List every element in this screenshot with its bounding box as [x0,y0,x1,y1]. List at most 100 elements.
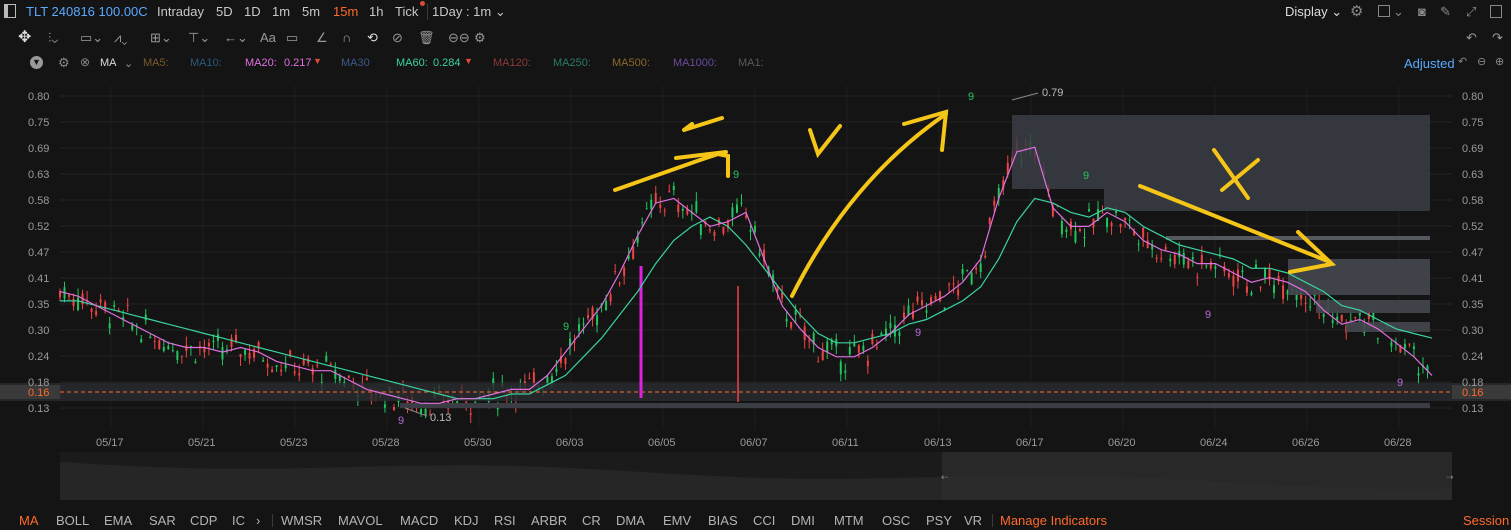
tab-boll[interactable]: BOLL [56,513,90,528]
ruler-icon[interactable]: ∠ [316,30,328,45]
ma20-down-arrow-icon: ▼ [313,56,322,66]
tab-tick[interactable]: Tick [395,4,419,19]
zoom-out-icon[interactable]: ⊖ [1477,56,1487,68]
indicator-settings-icon[interactable]: ⚙ [58,55,70,70]
pattern-tool-icon[interactable]: ⊞⌄ [150,30,172,45]
candle-body [244,349,247,355]
comment-icon[interactable]: ▭ [286,30,299,45]
x-tick: 05/17 [96,437,124,449]
display-button[interactable]: Display ⌄ [1285,4,1343,19]
rectangle-tool-icon[interactable]: ▭⌄ [80,30,104,45]
candle-body [740,202,743,204]
tab-1h[interactable]: 1h [369,4,384,19]
sidebar-toggle-icon[interactable] [4,4,16,18]
tab-emv[interactable]: EMV [663,513,692,528]
indicator-chevron-icon[interactable]: ⌄ [124,58,134,70]
text-tool-icon[interactable]: Aa [260,30,276,45]
fullscreen-icon[interactable]: ⤢ [1466,4,1477,19]
price-chart[interactable]: 0.16 0.16 0.79 0.13 9 9 9 9 9 9 9 9 0.80 0.80 0.75 0.7… [0,78,1511,510]
sync-icon[interactable]: ⟲ [367,30,378,45]
tab-arbr[interactable]: ARBR [531,513,568,528]
candle-body [271,369,274,373]
gear-icon[interactable]: ⚙ [1350,3,1364,20]
arrow-tool-icon[interactable]: ←⌄ [224,30,248,45]
ma500-label: MA500: [612,57,650,69]
tab-rsi[interactable]: RSI [494,513,516,528]
hide-icon[interactable]: ⊘ [392,30,403,45]
navigator[interactable]: ⇠ ⇢ [60,452,1454,500]
settings-icon[interactable]: ⚙ [474,30,486,45]
tab-5d[interactable]: 5D [216,4,233,19]
candle-body [1006,162,1009,175]
zone-box [1288,259,1430,295]
trend-tool-icon[interactable]: ⩘⌄ [114,30,128,45]
candle-body [1209,261,1212,269]
tab-dmi[interactable]: DMI [791,513,815,528]
ma20-value: 0.217 [284,57,312,69]
tab-wmsr[interactable]: WMSR [281,513,323,528]
tab-ema[interactable]: EMA [104,513,133,528]
zone-box [1316,300,1430,313]
candle-body [925,310,928,313]
fib-tool-icon[interactable]: ⊤⌄ [188,30,211,45]
collapse-icon[interactable]: ▼ [30,56,43,69]
tab-ma[interactable]: MA [19,513,39,528]
candle-body [248,352,251,359]
candle-body [866,360,869,367]
candle-body [1372,312,1375,320]
reset-icon[interactable]: ↶ [1458,56,1468,68]
tab-intraday[interactable]: Intraday [157,4,204,19]
indicator-close-icon[interactable]: ⊗ [80,55,91,69]
zoom-in-icon[interactable]: ⊕ [1495,56,1505,68]
tab-sar[interactable]: SAR [149,513,176,528]
ma5-label: MA5: [143,57,169,69]
checkbox-icon[interactable] [1378,5,1390,17]
tab-osc[interactable]: OSC [882,513,911,528]
tab-vr[interactable]: VR [964,513,983,528]
candle-body [429,414,432,416]
move-icon[interactable]: ✥ [18,29,32,46]
camera-icon[interactable]: ◙ [1418,4,1426,19]
tab-5m[interactable]: 5m [302,4,321,19]
undo-icon[interactable]: ↶ [1466,30,1477,45]
y-tick-left: 0.41 [28,273,49,285]
candle-body [194,361,197,364]
tab-mavol[interactable]: MAVOL [338,513,383,528]
link-icon[interactable]: ⊖⊖ [448,30,470,45]
tab-cci[interactable]: CCI [753,513,776,528]
candle-body [745,215,747,218]
chevron-down-icon[interactable]: ⌄ [1393,4,1404,19]
trash-icon[interactable]: 🗑 [418,30,435,45]
tab-ic[interactable]: IC [232,513,245,528]
adjusted-button[interactable]: Adjusted [1404,56,1455,71]
tab-psy[interactable]: PSY [926,513,953,528]
session-button[interactable]: Session [1463,513,1510,528]
tab-mtm[interactable]: MTM [834,513,864,528]
candle-body [627,255,630,260]
tab-cdp[interactable]: CDP [190,513,218,528]
pen-icon[interactable]: ✎ [1440,4,1451,19]
range-select-label: 1Day : 1m [432,4,492,19]
tab-dma[interactable]: DMA [616,513,645,528]
redo-icon[interactable]: ↷ [1492,30,1503,45]
tab-kdj[interactable]: KDJ [454,513,479,528]
tab-15m[interactable]: 15m [333,4,359,19]
magnet-icon[interactable]: ∩ [342,30,352,45]
candle-body [1273,285,1276,294]
tab-macd[interactable]: MACD [400,513,439,528]
indicator-name[interactable]: MA [100,57,117,69]
manage-indicators-button[interactable]: Manage Indicators [1000,513,1107,528]
tab-1d[interactable]: 1D [244,4,261,19]
vertical-line-icon[interactable]: ⫶⌄ [48,30,59,45]
tabs-scroll-right-icon[interactable]: › [256,513,261,528]
candle-body [95,311,98,315]
range-select[interactable]: 1Day : 1m ⌄ [432,4,506,19]
tab-cr[interactable]: CR [582,513,601,528]
window-icon[interactable] [1490,5,1502,18]
candle-body [1349,319,1352,321]
candle-body [1227,273,1230,277]
candle-body [578,324,581,331]
symbol-title[interactable]: TLT 240816 100.00C [26,4,148,19]
tab-1m[interactable]: 1m [272,4,291,19]
tab-bias[interactable]: BIAS [708,513,738,528]
